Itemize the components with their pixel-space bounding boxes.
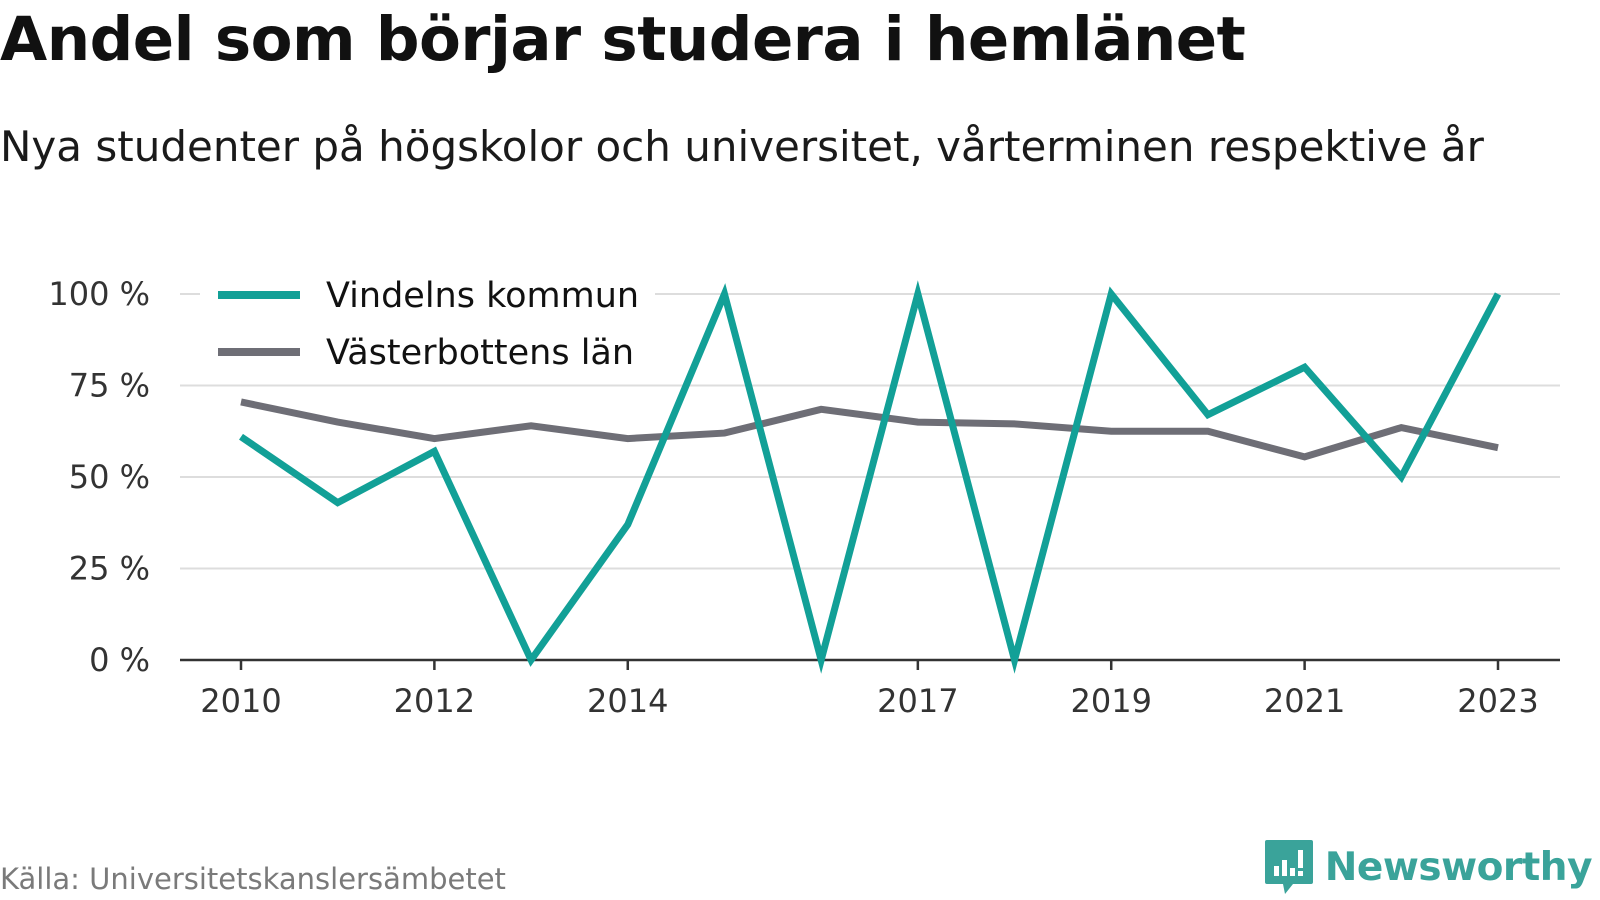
y-tick-label: 0 % bbox=[89, 641, 150, 679]
series-line-vindeln bbox=[239, 280, 1502, 674]
x-tick-label: 2010 bbox=[200, 682, 281, 720]
x-tick-label: 2014 bbox=[587, 682, 668, 720]
series-lines bbox=[239, 280, 1502, 674]
x-tick-label: 2017 bbox=[877, 682, 958, 720]
y-axis-ticks: 0 % 25 % 50 % 75 % 100 % bbox=[48, 275, 150, 679]
series-line-vasterbotten bbox=[240, 398, 1499, 461]
legend-label: Västerbottens län bbox=[326, 333, 634, 373]
y-tick-label: 100 % bbox=[48, 275, 150, 313]
brand-name: Newsworthy bbox=[1324, 844, 1593, 890]
legend-label: Vindelns kommun bbox=[326, 276, 639, 316]
legend-background bbox=[200, 262, 655, 384]
y-tick-label: 50 % bbox=[69, 458, 150, 496]
newsworthy-logo-icon bbox=[1264, 840, 1313, 894]
y-tick-label: 75 % bbox=[69, 367, 150, 405]
x-tick-label: 2012 bbox=[394, 682, 475, 720]
brand-logo: Newsworthy bbox=[1263, 838, 1593, 896]
y-tick-label: 25 % bbox=[69, 550, 150, 588]
legend: Vindelns kommun Västerbottens län bbox=[200, 262, 655, 384]
source-note: Källa: Universitetskanslersämbetet bbox=[0, 862, 506, 896]
x-tick-label: 2023 bbox=[1457, 682, 1538, 720]
chart-subtitle: Nya studenter på högskolor och universit… bbox=[0, 122, 1484, 171]
x-tick-label: 2019 bbox=[1071, 682, 1152, 720]
x-axis-ticks: 2010 2012 2014 2017 2019 2021 2023 bbox=[200, 660, 1539, 720]
chart-title: Andel som börjar studera i hemlänet bbox=[0, 4, 1246, 75]
x-tick-label: 2021 bbox=[1264, 682, 1345, 720]
